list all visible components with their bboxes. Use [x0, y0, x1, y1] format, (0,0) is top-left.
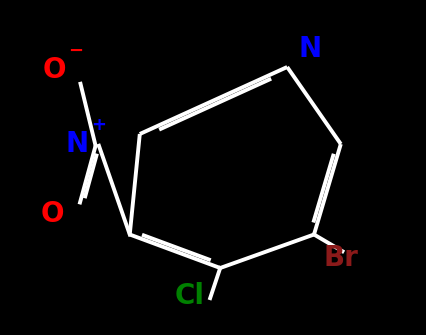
Text: Br: Br [322, 244, 357, 272]
Text: +: + [91, 116, 106, 134]
Text: −: − [68, 42, 83, 60]
Text: N: N [298, 35, 321, 63]
Text: O: O [41, 200, 64, 228]
Text: Cl: Cl [175, 282, 204, 311]
Text: O: O [43, 56, 66, 84]
Text: N: N [66, 130, 89, 158]
